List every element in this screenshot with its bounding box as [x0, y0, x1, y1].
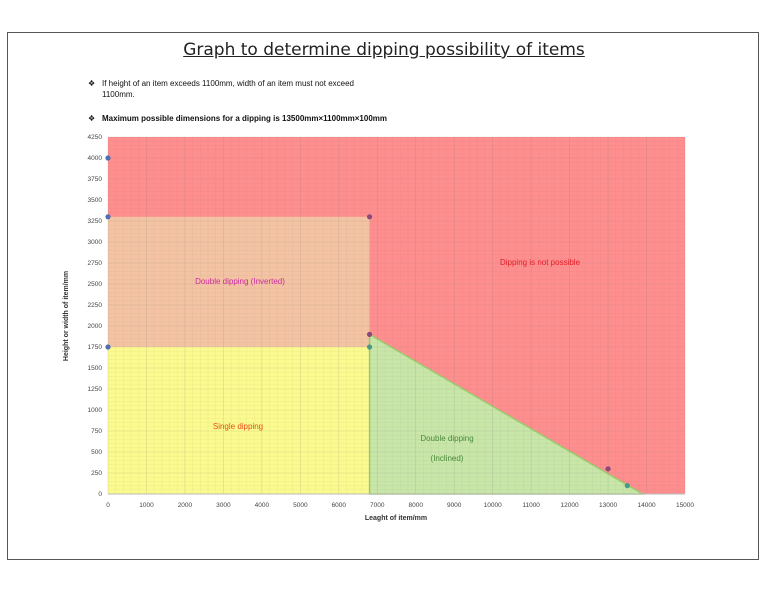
x-tick-label: 14000 [637, 502, 655, 509]
label-inclined: (Inclined) [431, 454, 464, 463]
note-height-rule: ❖ If height of an item exceeds 1100mm, w… [88, 78, 428, 100]
x-tick-label: 11000 [522, 502, 540, 509]
x-tick-label: 12000 [561, 502, 579, 509]
note-text-line1: Maximum possible dimensions for a dippin… [102, 114, 387, 123]
label-double-dipping-inclined: Double dipping [420, 434, 473, 443]
chart-data-points [105, 155, 630, 489]
y-tick-label: 3750 [88, 176, 103, 183]
y-tick-label: 3250 [88, 218, 103, 225]
x-tick-label: 6000 [332, 502, 347, 509]
y-tick-label: 2500 [88, 281, 103, 288]
x-tick-label: 9000 [447, 502, 462, 509]
chart-regions [108, 137, 685, 495]
x-tick-label: 0 [106, 502, 110, 509]
note-max-dimensions: ❖ Maximum possible dimensions for a dipp… [88, 113, 428, 124]
data-point [366, 344, 373, 350]
x-tick-label: 3000 [216, 502, 231, 509]
x-tick-label: 7000 [370, 502, 385, 509]
bullet-icon: ❖ [88, 114, 96, 123]
x-tick-label: 10000 [484, 502, 502, 509]
y-axis-title: Height or width of item/mm [63, 271, 70, 361]
y-tick-label: 4250 [88, 134, 103, 141]
y-tick-label: 2250 [88, 302, 103, 309]
y-tick-label: 1250 [88, 386, 103, 393]
x-tick-label: 5000 [293, 502, 308, 509]
x-tick-label: 15000 [676, 502, 694, 509]
x-axis-title: Leaght of item/mm [365, 515, 427, 522]
note-text-line2: 1100mm. [102, 90, 135, 99]
region-single [108, 347, 370, 494]
note-text-line1: If height of an item exceeds 1100mm, wid… [102, 79, 354, 88]
y-tick-label: 250 [91, 470, 102, 477]
x-tick-label: 13000 [599, 502, 617, 509]
data-point [624, 483, 630, 489]
data-point [105, 214, 111, 220]
x-tick-label: 8000 [408, 502, 423, 509]
data-point [366, 214, 373, 220]
x-tick-label: 4000 [255, 502, 270, 509]
y-tick-label: 750 [91, 428, 102, 435]
y-tick-label: 500 [91, 449, 102, 456]
y-tick-label: 1000 [88, 407, 103, 414]
label-single-dipping: Single dipping [213, 422, 263, 431]
y-tick-label: 3500 [88, 197, 103, 204]
x-tick-label: 1000 [139, 502, 154, 509]
y-tick-label: 3000 [88, 239, 103, 246]
region-double-inverted [108, 216, 370, 347]
data-point [366, 331, 373, 337]
label-double-dipping-inverted: Double dipping (Inverted) [195, 277, 285, 286]
y-tick-label: 2750 [88, 260, 103, 267]
bullet-icon: ❖ [88, 79, 96, 88]
y-tick-label: 1500 [88, 365, 103, 372]
data-point [605, 466, 611, 472]
y-tick-label: 4000 [88, 155, 103, 162]
x-tick-label: 2000 [178, 502, 193, 509]
chart-axes: 0 1000 2000 3000 4000 5000 6000 7000 8000 9000 100… [88, 134, 695, 509]
chart-annotations: Double dipping (Inverted) Dipping is not… [195, 258, 580, 463]
chart-grid [107, 136, 686, 495]
data-point [105, 155, 111, 161]
label-dipping-not-possible: Dipping is not possible [500, 258, 581, 267]
y-tick-label: 0 [98, 491, 102, 498]
data-point [105, 344, 111, 350]
y-tick-label: 2000 [88, 323, 103, 330]
y-tick-label: 1750 [88, 344, 103, 351]
page-title: Graph to determine dipping possibility o… [183, 40, 585, 60]
